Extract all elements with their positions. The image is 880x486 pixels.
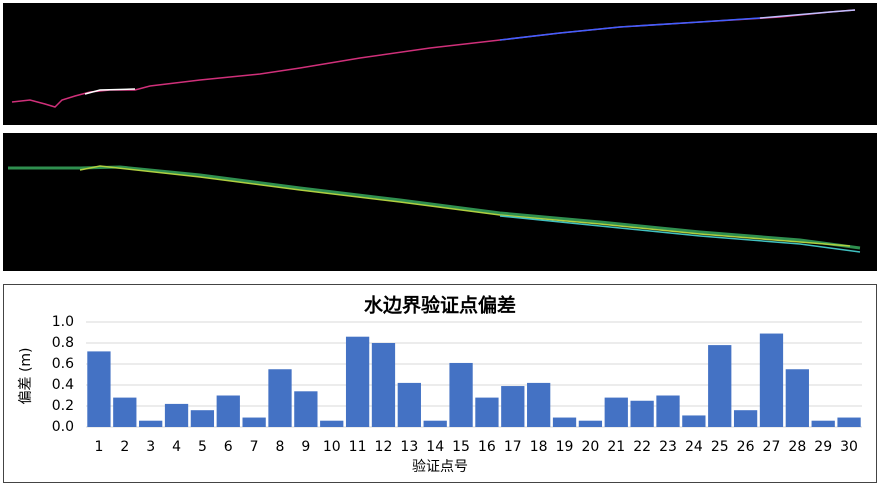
bar <box>87 351 111 427</box>
point-cloud-panel-top <box>3 3 877 125</box>
bar <box>475 397 499 427</box>
bar <box>578 420 603 427</box>
bar <box>371 343 396 427</box>
bar <box>708 345 732 427</box>
bar <box>294 391 318 427</box>
bar <box>139 420 163 427</box>
y-tick-label: 0.6 <box>52 356 74 372</box>
trace-line <box>759 9 856 19</box>
x-tick-label: 24 <box>685 439 703 455</box>
x-tick-label: 4 <box>172 439 181 455</box>
bar <box>837 417 861 427</box>
x-axis-label: 验证点号 <box>412 459 468 475</box>
bar <box>242 417 266 427</box>
x-tick-label: 13 <box>400 439 418 455</box>
y-tick-label: 0.4 <box>52 377 74 393</box>
x-tick-label: 29 <box>814 439 832 455</box>
x-tick-label: 7 <box>250 439 259 455</box>
x-tick-label: 11 <box>349 439 367 455</box>
x-tick-label: 21 <box>607 439 625 455</box>
bar <box>604 397 628 427</box>
y-axis-label: 偏差 (m) <box>18 347 34 404</box>
x-tick-label: 17 <box>504 439 522 455</box>
y-tick-label: 1.0 <box>52 314 74 330</box>
x-tick-label: 19 <box>556 439 574 455</box>
x-tick-label: 10 <box>323 439 341 455</box>
x-tick-label: 22 <box>633 439 651 455</box>
bar <box>216 395 240 427</box>
bar <box>268 369 292 427</box>
x-tick-label: 27 <box>763 439 781 455</box>
x-tick-label: 26 <box>737 439 755 455</box>
x-tick-label: 20 <box>581 439 599 455</box>
bar <box>811 420 835 427</box>
x-tick-label: 3 <box>146 439 155 455</box>
x-tick-label: 18 <box>530 439 548 455</box>
bar <box>113 397 137 427</box>
bar <box>527 382 551 427</box>
bar <box>656 395 680 427</box>
y-tick-label: 0.8 <box>52 335 74 351</box>
bar <box>733 410 758 427</box>
chart-title: 水边界验证点偏差 <box>364 294 516 317</box>
bar <box>345 336 370 427</box>
bar <box>164 403 189 427</box>
trace-line <box>84 88 136 95</box>
x-tick-label: 6 <box>224 439 233 455</box>
trace-line <box>499 17 761 41</box>
bar <box>449 362 473 427</box>
bar <box>397 382 421 427</box>
y-tick-label: 0.0 <box>52 419 74 435</box>
trace-line <box>499 215 861 253</box>
bar <box>682 415 706 427</box>
bar <box>190 410 215 427</box>
x-tick-label: 15 <box>452 439 470 455</box>
bar <box>320 420 344 427</box>
x-tick-label: 5 <box>198 439 207 455</box>
x-tick-label: 30 <box>840 439 858 455</box>
x-tick-label: 1 <box>94 439 103 455</box>
bar <box>423 420 447 427</box>
bar <box>552 417 577 427</box>
bar <box>759 333 784 427</box>
bar <box>501 386 525 427</box>
x-tick-label: 16 <box>478 439 496 455</box>
x-tick-label: 23 <box>659 439 677 455</box>
x-tick-label: 14 <box>426 439 444 455</box>
x-tick-label: 12 <box>375 439 393 455</box>
trace-line <box>79 165 851 247</box>
x-tick-label: 2 <box>120 439 129 455</box>
y-tick-label: 0.2 <box>52 398 74 414</box>
x-tick-label: 25 <box>711 439 729 455</box>
bar <box>630 400 654 427</box>
x-tick-label: 8 <box>276 439 285 455</box>
point-cloud-panel-bottom <box>3 133 877 271</box>
bar <box>785 369 809 427</box>
x-tick-label: 9 <box>301 439 310 455</box>
x-tick-label: 28 <box>788 439 806 455</box>
